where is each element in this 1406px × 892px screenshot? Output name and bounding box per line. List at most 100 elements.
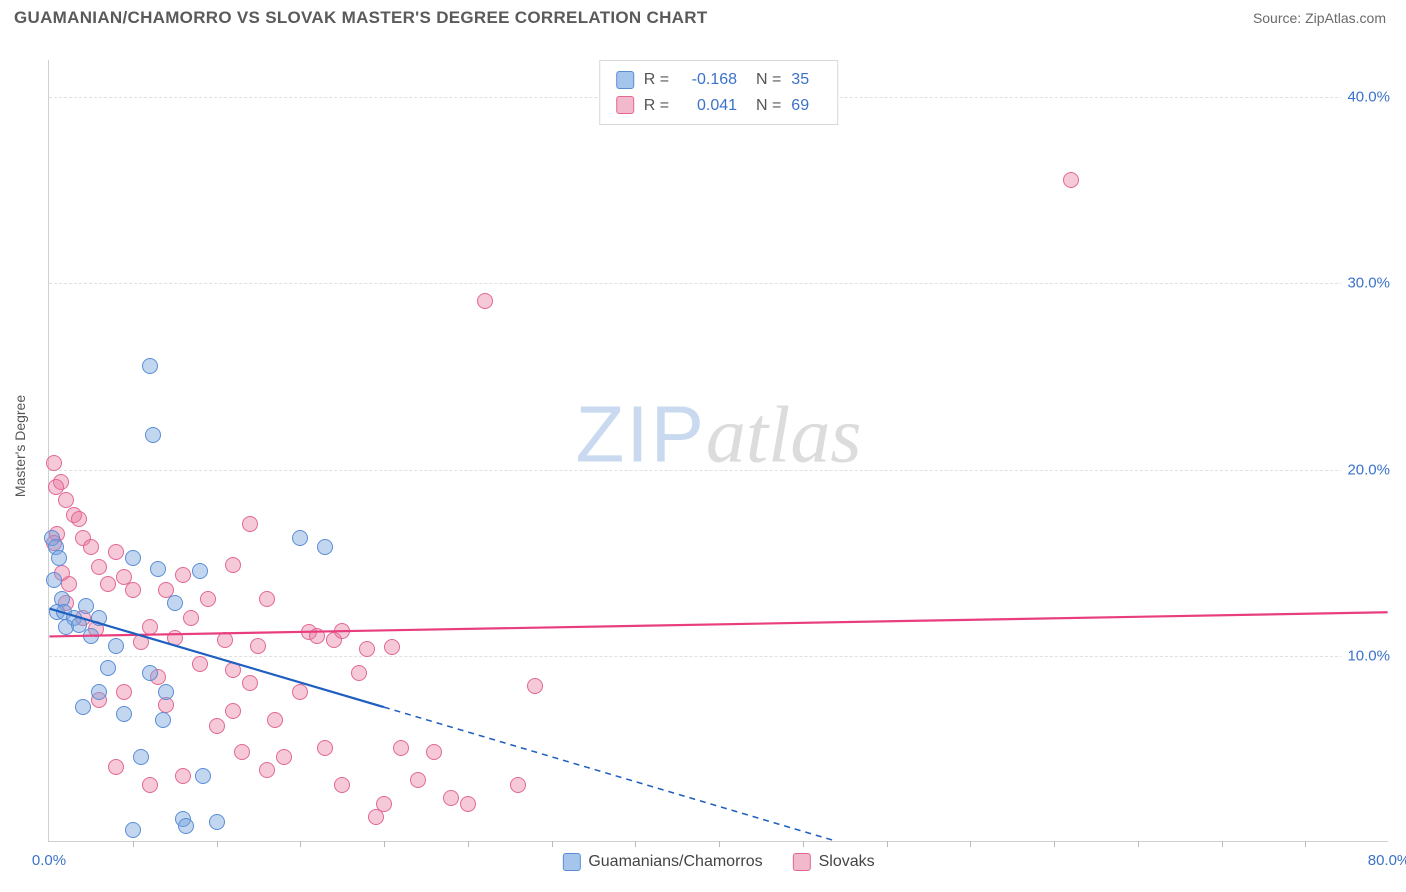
scatter-point xyxy=(125,822,141,838)
y-tick-label: 40.0% xyxy=(1341,89,1390,106)
scatter-point xyxy=(351,665,367,681)
n-label: N = xyxy=(747,93,781,119)
scatter-point xyxy=(527,678,543,694)
scatter-point xyxy=(78,598,94,614)
scatter-point xyxy=(276,749,292,765)
scatter-point xyxy=(178,818,194,834)
scatter-point xyxy=(192,563,208,579)
x-tick xyxy=(635,841,636,847)
scatter-point xyxy=(334,623,350,639)
scatter-point xyxy=(393,740,409,756)
scatter-point xyxy=(158,684,174,700)
scatter-point xyxy=(108,638,124,654)
scatter-point xyxy=(317,539,333,555)
x-tick xyxy=(133,841,134,847)
scatter-point xyxy=(217,632,233,648)
scatter-point xyxy=(250,638,266,654)
scatter-point xyxy=(317,740,333,756)
scatter-point xyxy=(133,749,149,765)
x-tick-label: 0.0% xyxy=(32,852,66,869)
scatter-point xyxy=(225,662,241,678)
scatter-point xyxy=(225,557,241,573)
series-legend: Guamanians/Chamorros Slovaks xyxy=(562,853,874,871)
scatter-point xyxy=(267,712,283,728)
scatter-point xyxy=(58,492,74,508)
scatter-point xyxy=(292,684,308,700)
scatter-point xyxy=(175,567,191,583)
scatter-point xyxy=(91,684,107,700)
chart-plot-area: ZIPatlas R = -0.168 N = 35 R = 0.041 N =… xyxy=(48,60,1388,842)
scatter-point xyxy=(259,762,275,778)
swatch-icon xyxy=(616,71,634,89)
scatter-point xyxy=(183,610,199,626)
scatter-point xyxy=(150,561,166,577)
x-tick xyxy=(384,841,385,847)
legend-row-guamanian: R = -0.168 N = 35 xyxy=(616,67,822,93)
scatter-point xyxy=(142,358,158,374)
watermark: ZIPatlas xyxy=(575,388,861,481)
scatter-point xyxy=(142,665,158,681)
scatter-point xyxy=(242,675,258,691)
x-tick xyxy=(300,841,301,847)
scatter-point xyxy=(91,559,107,575)
gridline xyxy=(49,470,1388,471)
scatter-point xyxy=(368,809,384,825)
x-tick xyxy=(1138,841,1139,847)
legend-item-guamanian: Guamanians/Chamorros xyxy=(562,853,762,871)
n-value: 69 xyxy=(791,93,821,119)
scatter-point xyxy=(175,768,191,784)
scatter-point xyxy=(71,511,87,527)
correlation-legend: R = -0.168 N = 35 R = 0.041 N = 69 xyxy=(599,60,839,125)
scatter-point xyxy=(209,814,225,830)
scatter-point xyxy=(477,293,493,309)
regression-lines xyxy=(49,60,1388,841)
r-value: 0.041 xyxy=(679,93,737,119)
scatter-point xyxy=(83,539,99,555)
scatter-point xyxy=(142,777,158,793)
scatter-point xyxy=(1063,172,1079,188)
scatter-point xyxy=(116,706,132,722)
legend-row-slovak: R = 0.041 N = 69 xyxy=(616,93,822,119)
scatter-point xyxy=(116,684,132,700)
x-tick xyxy=(719,841,720,847)
x-tick xyxy=(1222,841,1223,847)
scatter-point xyxy=(155,712,171,728)
scatter-point xyxy=(51,550,67,566)
scatter-point xyxy=(384,639,400,655)
scatter-point xyxy=(46,572,62,588)
scatter-point xyxy=(309,628,325,644)
x-tick-label: 80.0% xyxy=(1368,852,1406,869)
scatter-point xyxy=(242,516,258,532)
scatter-point xyxy=(292,530,308,546)
x-tick xyxy=(970,841,971,847)
r-label: R = xyxy=(644,67,669,93)
scatter-point xyxy=(426,744,442,760)
scatter-point xyxy=(100,660,116,676)
gridline xyxy=(49,656,1388,657)
swatch-icon xyxy=(562,853,580,871)
r-value: -0.168 xyxy=(679,67,737,93)
x-tick xyxy=(552,841,553,847)
scatter-point xyxy=(225,703,241,719)
swatch-icon xyxy=(616,96,634,114)
scatter-point xyxy=(142,619,158,635)
r-label: R = xyxy=(644,93,669,119)
x-tick xyxy=(217,841,218,847)
y-tick-label: 30.0% xyxy=(1341,275,1390,292)
swatch-icon xyxy=(793,853,811,871)
scatter-point xyxy=(133,634,149,650)
scatter-point xyxy=(200,591,216,607)
scatter-point xyxy=(91,610,107,626)
scatter-point xyxy=(234,744,250,760)
scatter-point xyxy=(100,576,116,592)
n-label: N = xyxy=(747,67,781,93)
scatter-point xyxy=(108,544,124,560)
x-tick xyxy=(887,841,888,847)
scatter-point xyxy=(83,628,99,644)
scatter-point xyxy=(209,718,225,734)
scatter-point xyxy=(125,550,141,566)
gridline xyxy=(49,283,1388,284)
scatter-point xyxy=(125,582,141,598)
scatter-point xyxy=(334,777,350,793)
n-value: 35 xyxy=(791,67,821,93)
